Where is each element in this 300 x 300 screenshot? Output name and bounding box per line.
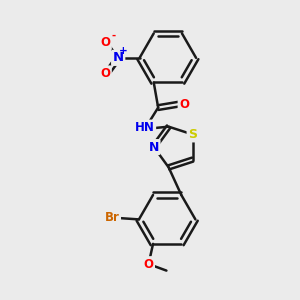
Text: O: O xyxy=(179,98,189,110)
Text: -: - xyxy=(111,31,116,41)
Text: S: S xyxy=(188,128,197,141)
Text: O: O xyxy=(100,67,110,80)
Text: O: O xyxy=(100,36,110,49)
Text: HN: HN xyxy=(135,121,155,134)
Text: +: + xyxy=(119,46,128,56)
Text: Br: Br xyxy=(105,212,120,224)
Text: O: O xyxy=(144,258,154,271)
Text: N: N xyxy=(149,140,159,154)
Text: N: N xyxy=(112,51,124,64)
